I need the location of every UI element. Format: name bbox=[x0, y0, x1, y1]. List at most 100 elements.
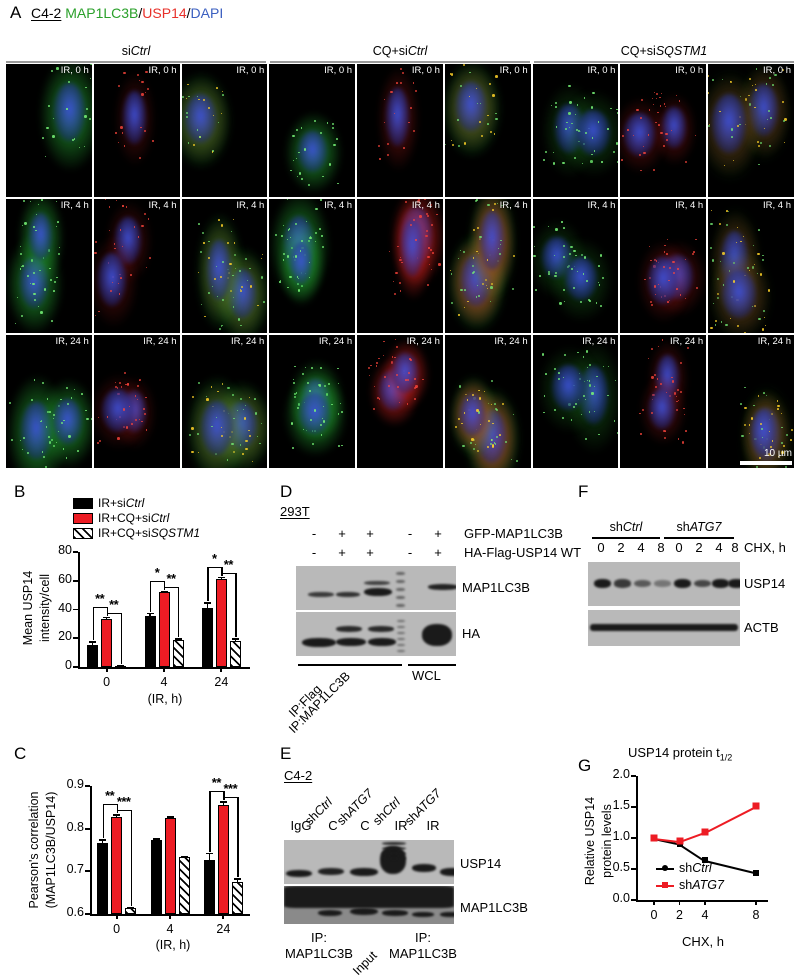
x-tick-label: 24 bbox=[201, 922, 245, 936]
puncta bbox=[490, 286, 493, 289]
puncta bbox=[491, 380, 493, 382]
puncta bbox=[120, 126, 123, 129]
x-tick-label: 8 bbox=[742, 908, 770, 922]
puncta bbox=[415, 385, 417, 387]
puncta bbox=[669, 267, 671, 269]
puncta bbox=[410, 359, 412, 361]
puncta bbox=[263, 301, 265, 303]
puncta bbox=[249, 397, 250, 398]
group-header-sictrl: siCtrl bbox=[6, 44, 266, 58]
ladder-mark bbox=[396, 572, 405, 575]
panel-d: D 293T -++-+GFP-MAP1LC3B-++-+HA-Flag-USP… bbox=[268, 478, 568, 740]
puncta bbox=[126, 426, 128, 428]
lane-label: C bbox=[352, 818, 378, 833]
error-cap bbox=[117, 665, 124, 667]
group-header-cq-sisqstm1: CQ+siSQSTM1 bbox=[534, 44, 794, 58]
puncta bbox=[487, 123, 489, 125]
bottom-label-ip-left: IP:MAP1LC3B bbox=[276, 930, 362, 962]
puncta bbox=[477, 285, 478, 286]
ladder-mark bbox=[382, 847, 406, 850]
y-tick bbox=[631, 837, 636, 839]
puncta bbox=[137, 385, 139, 387]
puncta bbox=[105, 199, 106, 200]
micrograph-cell: IR, 0 h bbox=[708, 64, 794, 197]
group-rule-wcl bbox=[408, 664, 456, 666]
puncta bbox=[477, 103, 478, 104]
ladder-mark bbox=[397, 650, 405, 652]
puncta bbox=[145, 71, 147, 73]
puncta bbox=[141, 93, 143, 95]
group-rule-ip bbox=[298, 664, 402, 666]
puncta bbox=[500, 244, 501, 245]
puncta bbox=[499, 253, 501, 255]
x-tick bbox=[653, 900, 655, 905]
blot-band bbox=[368, 638, 396, 646]
group-rule-shatg7 bbox=[664, 537, 734, 539]
bar bbox=[204, 860, 215, 914]
puncta bbox=[640, 433, 641, 434]
nucleus-dapi bbox=[649, 389, 675, 429]
timepoint-label: IR, 4 h bbox=[236, 200, 264, 211]
bracket-tick bbox=[237, 797, 238, 877]
y-tick bbox=[73, 666, 78, 668]
puncta bbox=[118, 85, 120, 87]
puncta bbox=[495, 75, 498, 78]
puncta bbox=[309, 390, 311, 392]
timepoint-label: IR, 0 h bbox=[149, 65, 177, 76]
puncta bbox=[673, 272, 675, 274]
y-tick bbox=[85, 785, 90, 787]
legend-marker bbox=[656, 868, 674, 870]
construct-sign: - bbox=[308, 545, 320, 560]
puncta bbox=[203, 99, 205, 101]
nucleus-dapi bbox=[299, 393, 330, 434]
puncta bbox=[656, 260, 657, 261]
puncta bbox=[117, 437, 120, 440]
puncta bbox=[758, 318, 760, 320]
puncta bbox=[110, 290, 112, 292]
timepoint-label: IR, 0 h bbox=[763, 65, 791, 76]
lane-label: C bbox=[320, 818, 346, 833]
puncta bbox=[790, 439, 792, 441]
puncta bbox=[573, 406, 575, 408]
construct-sign: - bbox=[404, 545, 416, 560]
puncta bbox=[146, 429, 148, 431]
puncta bbox=[320, 199, 322, 201]
puncta bbox=[34, 379, 35, 380]
lane-label: IR bbox=[420, 818, 446, 833]
error-cap bbox=[181, 856, 188, 858]
puncta bbox=[341, 445, 343, 447]
puncta bbox=[451, 73, 453, 75]
puncta bbox=[543, 159, 545, 161]
puncta bbox=[31, 399, 33, 401]
puncta bbox=[475, 444, 476, 445]
timepoint-label: IR, 4 h bbox=[763, 200, 791, 211]
puncta bbox=[656, 93, 659, 96]
puncta bbox=[658, 346, 659, 347]
y-tick bbox=[85, 870, 90, 872]
error-cap bbox=[153, 838, 160, 840]
nucleus-dapi bbox=[565, 257, 597, 300]
y-tick bbox=[85, 913, 90, 915]
wcl-label: WCL bbox=[412, 668, 441, 683]
puncta bbox=[598, 265, 600, 267]
construct-sign: - bbox=[308, 526, 320, 541]
puncta bbox=[553, 162, 555, 164]
puncta bbox=[492, 94, 495, 97]
puncta bbox=[148, 218, 149, 219]
puncta bbox=[193, 144, 195, 146]
puncta bbox=[43, 456, 45, 458]
micrograph-cell: IR, 24 h bbox=[94, 335, 180, 468]
puncta bbox=[245, 258, 247, 260]
significance-stars: *** bbox=[216, 785, 244, 793]
puncta bbox=[600, 254, 602, 256]
puncta bbox=[152, 140, 153, 141]
puncta bbox=[763, 310, 765, 312]
micrograph-cell: IR, 4 h bbox=[269, 199, 355, 332]
puncta bbox=[415, 90, 417, 92]
puncta bbox=[66, 387, 68, 389]
ladder-mark bbox=[396, 580, 405, 583]
bar bbox=[87, 645, 98, 667]
puncta bbox=[95, 315, 96, 316]
blot-band bbox=[590, 624, 738, 631]
